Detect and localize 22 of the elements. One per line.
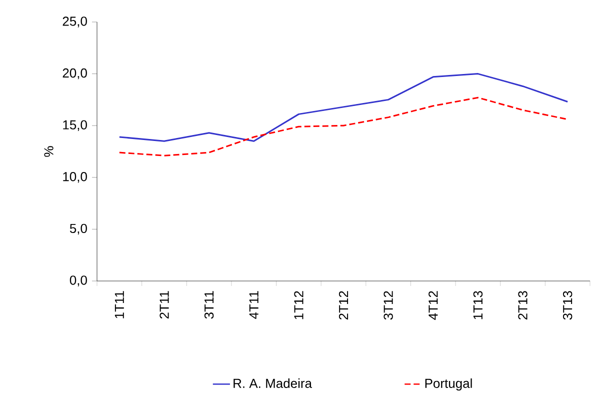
y-tick-label: 10,0	[63, 172, 87, 183]
legend-label: R. A. Madeira	[234, 378, 312, 388]
y-tick-label: 20,0	[62, 68, 87, 80]
legend-label: Portugal	[425, 378, 472, 391]
line-series	[118, 96, 568, 156]
x-tick-label: 1T12	[294, 291, 304, 320]
y-tick-label: 5,0	[70, 224, 87, 235]
line-series	[118, 73, 568, 142]
y-tick-label: 0,0	[70, 276, 87, 286]
x-tick-label: 1T11	[114, 291, 124, 318]
x-tick-label: 4T11	[249, 291, 258, 319]
x-tick-label: 3T12	[384, 291, 393, 320]
y-axis-title: %	[44, 146, 54, 157]
x-tick-label: 1T13	[473, 291, 483, 320]
x-tick-label: 2T13	[518, 291, 528, 320]
x-tick-label: 4T12	[428, 291, 438, 320]
x-tick-label: 2T12	[338, 291, 348, 320]
y-tick-label: 25,0	[62, 16, 87, 28]
x-tick-label: 2T11	[160, 291, 169, 319]
x-tick-label: 3T13	[562, 291, 572, 320]
x-tick-label: 3T11	[204, 291, 214, 319]
y-tick-label: 15,0	[63, 120, 87, 131]
